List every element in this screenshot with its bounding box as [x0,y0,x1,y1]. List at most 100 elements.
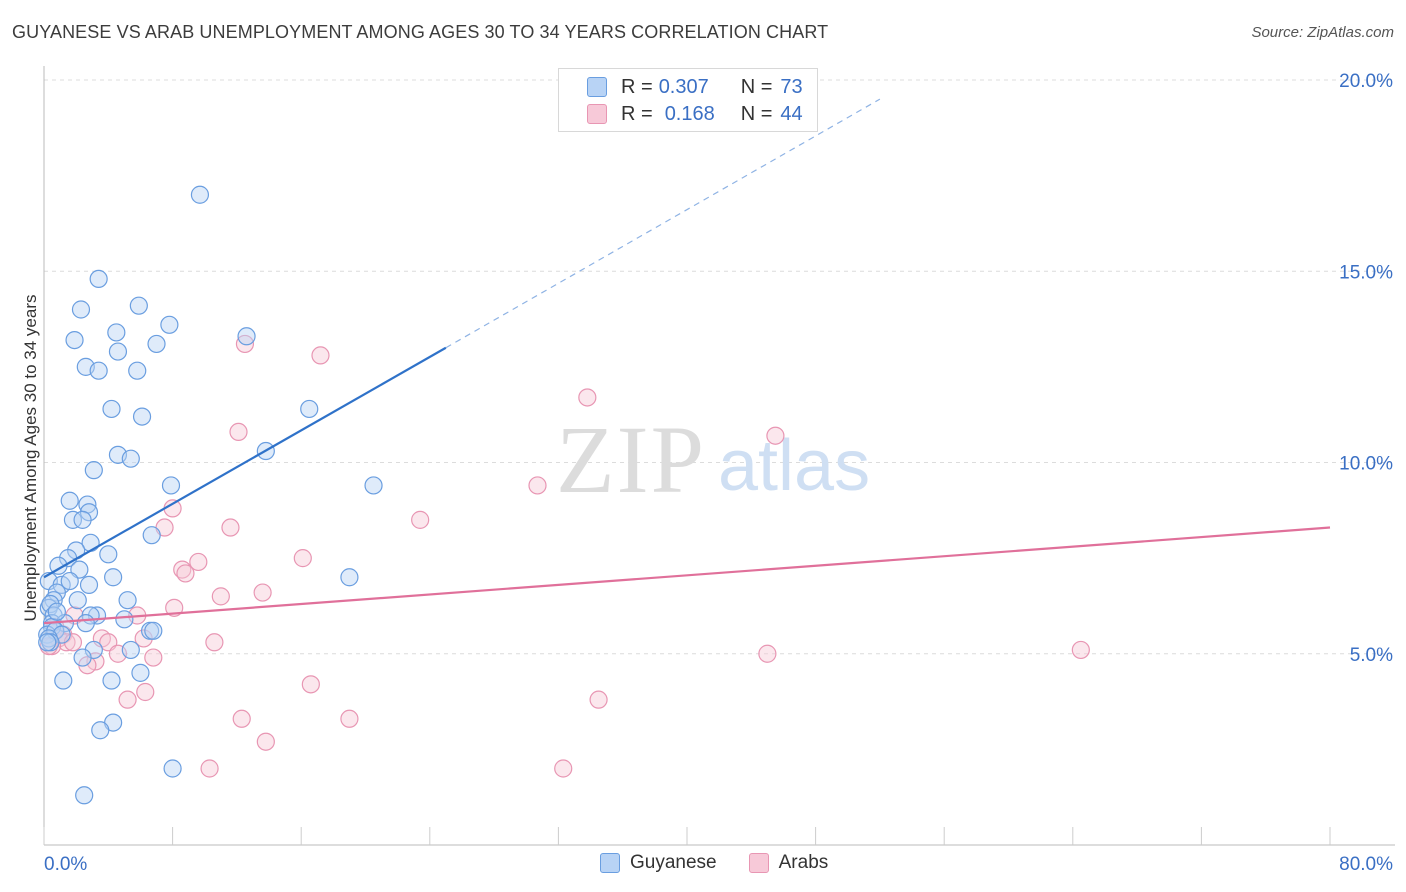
legend-box: R = 0.307 N = 73 R = 0.168 N = 44 [558,68,818,132]
bottom-legend-label: Arabs [778,852,829,873]
guyanese-point [107,323,126,342]
guyanese-point [79,575,99,595]
guyanese-point [47,602,66,621]
legend-r-value: 0.168 [664,102,715,125]
guyanese-swatch [600,853,620,873]
guyanese-point [190,185,210,204]
guyanese-point [129,296,148,315]
arab-point [229,422,248,441]
x-tick-label: 80.0% [1339,854,1393,875]
x-tick-label: 0.0% [44,854,87,875]
arab-point [301,675,320,694]
guyanese-trend-extension [445,98,881,349]
legend-row-guyanese: R = 0.307 N = 73 [587,74,803,100]
arab-point [205,633,224,652]
guyanese-point [364,476,383,495]
arab-point [340,709,359,728]
guyanese-point [121,449,140,468]
guyanese-point [73,510,92,529]
guyanese-point [102,671,121,690]
guyanese-trend-line [43,346,447,579]
guyanese-point [60,571,79,591]
guyanese-point [102,399,121,419]
arab-point [235,334,255,354]
y-tick-label: 15.0% [1339,262,1393,283]
guyanese-point [300,399,319,419]
guyanese-point [132,407,152,426]
arab-point [136,682,155,702]
guyanese-point [131,663,150,682]
arab-point [118,690,137,709]
y-tick-label: 10.0% [1339,454,1393,475]
guyanese-point [121,640,140,660]
arab-point [766,426,785,445]
guyanese-point [76,614,95,633]
arab-point [528,476,547,495]
guyanese-point [73,648,92,667]
arab-point [200,759,219,778]
arab-point [411,510,430,529]
arab-points [39,334,1090,778]
axes: 5.0% 10.0% 15.0% 20.0% 0.0% 80.0% [43,66,1395,875]
arab-point [176,564,195,583]
trend-lines [43,98,1331,625]
guyanese-point [38,633,57,652]
guyanese-point [63,510,83,529]
arab-point [589,690,608,709]
arab-point [758,644,777,663]
bottom-legend-guyanese: Guyanese [600,852,717,874]
arab-point [554,759,573,778]
y-tick-label: 20.0% [1339,71,1393,92]
legend-n-value: 73 [780,75,803,98]
gridlines [44,79,1395,655]
guyanese-point [65,331,84,350]
guyanese-point [71,300,91,319]
bottom-legend: Guyanese Arabs [600,852,860,874]
arab-point [253,583,272,602]
arab-point [144,648,163,667]
arab-swatch [748,853,769,873]
arab-point [311,346,330,365]
guyanese-point [160,315,179,334]
guyanese-point [161,476,181,495]
guyanese-point [163,759,182,778]
guyanese-point [147,334,166,354]
guyanese-point [142,526,161,545]
arab-point [1071,640,1090,660]
guyanese-point [115,610,134,629]
bottom-legend-label: Guyanese [630,852,717,873]
guyanese-point [99,545,118,564]
legend-n-value: 44 [780,102,803,125]
guyanese-point [89,269,108,288]
guyanese-point [89,361,108,380]
guyanese-points [38,185,383,805]
guyanese-point [84,461,103,480]
arab-point [189,552,208,572]
arab-swatch [587,104,607,124]
chart-source: Source: ZipAtlas.com [1251,24,1394,41]
legend-n-label: N = [740,75,773,98]
arab-point [578,388,597,407]
legend-n-label: N = [740,102,773,125]
guyanese-point [144,621,163,640]
guyanese-point [75,786,94,805]
guyanese-point [49,556,68,575]
legend-r-value: 0.307 [658,75,709,98]
legend-r-label: R = [621,102,653,125]
chart-title: GUYANESE VS ARAB UNEMPLOYMENT AMONG AGES… [12,22,829,42]
bottom-legend-arabs: Arabs [748,852,829,874]
arab-point [293,549,312,568]
arab-point [256,732,275,751]
arab-point [221,518,240,537]
arab-point [211,587,230,606]
guyanese-point [128,361,147,380]
legend-r-label: R = [621,75,653,98]
guyanese-point [104,568,123,587]
guyanese-point [91,721,110,740]
guyanese-point [118,591,137,610]
legend-row-arabs: R = 0.168 N = 44 [587,101,803,127]
guyanese-point [54,671,73,690]
guyanese-point [108,342,128,361]
guyanese-swatch [587,77,607,97]
